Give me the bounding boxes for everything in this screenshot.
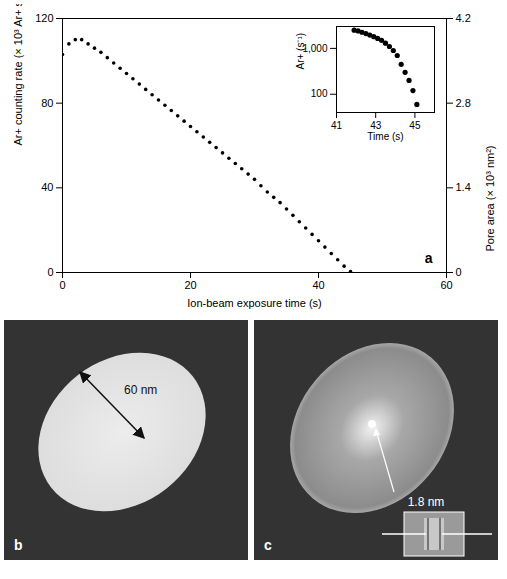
svg-text:1.4: 1.4 (456, 181, 471, 193)
svg-text:1.8 nm: 1.8 nm (408, 495, 445, 509)
svg-text:a: a (425, 250, 433, 266)
svg-text:40: 40 (312, 279, 324, 291)
svg-text:4.2: 4.2 (456, 12, 471, 24)
svg-text:41: 41 (331, 120, 343, 131)
svg-text:45: 45 (409, 120, 421, 131)
svg-text:b: b (14, 537, 23, 553)
svg-text:Ion-beam exposure time (s): Ion-beam exposure time (s) (187, 297, 322, 309)
svg-text:Ar+ (s⁻¹): Ar+ (s⁻¹) (295, 33, 306, 70)
svg-text:20: 20 (184, 279, 196, 291)
svg-text:0: 0 (59, 279, 65, 291)
svg-text:0: 0 (47, 266, 53, 278)
svg-text:40: 40 (41, 181, 53, 193)
svg-text:43: 43 (370, 120, 382, 131)
svg-text:120: 120 (35, 12, 53, 24)
svg-text:100: 100 (311, 88, 328, 99)
svg-text:60 nm: 60 nm (124, 383, 157, 397)
svg-text:60: 60 (440, 279, 452, 291)
svg-text:2.8: 2.8 (456, 97, 471, 109)
svg-text:Time (s): Time (s) (367, 131, 403, 142)
svg-text:c: c (264, 537, 272, 553)
svg-text:0: 0 (456, 266, 462, 278)
svg-text:Ar+ counting rate (× 10³ Ar+ s: Ar+ counting rate (× 10³ Ar+ s⁻¹) (12, 4, 24, 146)
svg-text:80: 80 (41, 97, 53, 109)
svg-text:Pore area (× 10³ nm²): Pore area (× 10³ nm²) (484, 146, 496, 252)
svg-text:1,000: 1,000 (302, 43, 327, 54)
